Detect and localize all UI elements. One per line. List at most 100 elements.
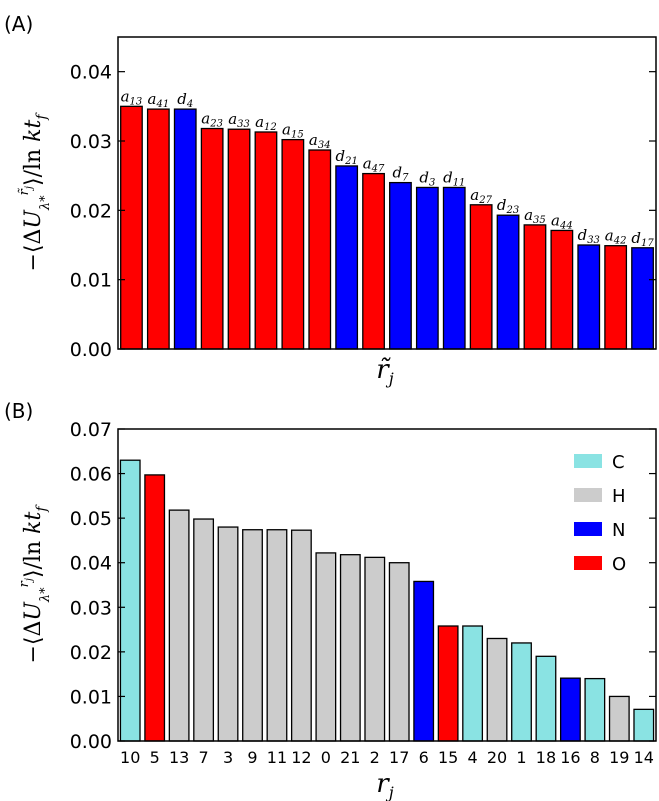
- panel-b-bar: [242, 529, 263, 742]
- panel-b-bar: [388, 562, 410, 742]
- panel-a-bar: [577, 244, 601, 350]
- panel-a-bar-label: d23: [497, 196, 519, 216]
- panel-b-y-tick-label: 0.05: [70, 508, 112, 530]
- panel-a-bar: [389, 181, 412, 350]
- panel-b-y-ticks: 0.00 0.01 0.02 0.03 0.04 0.05 0.06 0.07: [70, 419, 656, 753]
- panel-a-bar-label-subscript: 33: [587, 235, 600, 246]
- panel-a-bar-label-base: d: [497, 196, 507, 214]
- panel-a-bar-label: a23: [201, 110, 223, 130]
- panel-a-bar-label: a13: [121, 87, 143, 107]
- panel-b-chart: 0.000.010.020.030.040.050.060.07 10 5 13 7 3…: [17, 419, 657, 801]
- panel-a-bar-label: a33: [228, 110, 250, 130]
- panel-a-bar-label-subscript: 4: [186, 99, 193, 110]
- panel-a-bar-label: d21: [335, 147, 357, 167]
- panel-a-bar-label-subscript: 12: [264, 122, 277, 133]
- panel-a-bars: [120, 105, 654, 350]
- panel-a-bar-label: d33: [578, 226, 600, 246]
- panel-b-x-tick-label: 21: [340, 748, 360, 767]
- panel-b-y-tick-label: 0.02: [70, 642, 112, 664]
- panel-a-frame: [117, 36, 657, 350]
- panel-b-x-tick-label: 18: [536, 748, 556, 767]
- panel-b-bars: [119, 459, 655, 742]
- panel-b-y-tick-label: 0.06: [70, 464, 112, 486]
- panel-b-y-tick-label: 0.07: [70, 419, 112, 441]
- panel-a-bar: [335, 165, 359, 350]
- panel-a-bar-label-base: d: [631, 229, 641, 247]
- panel-a-bar: [281, 138, 305, 350]
- panel-a-bar-label-base: a: [605, 227, 614, 245]
- panel-a-bar: [496, 214, 520, 350]
- panel-a-bar-label: a44: [551, 211, 573, 231]
- panel-a-bar-label-base: a: [470, 186, 479, 204]
- panel-b-frame: [117, 428, 657, 742]
- panel-a-bar-label-base: a: [524, 206, 533, 224]
- panel-b-bar: [584, 677, 606, 742]
- panel-b-bar: [608, 695, 630, 742]
- panel-a-bar-label-subscript: 44: [559, 220, 573, 231]
- panel-a-bar-label-base: a: [121, 87, 130, 105]
- panel-a-bar-label-base: d: [578, 226, 588, 244]
- panel-a-y-axis-label: −⟨ΔUλ*r̃j⟩/ln ktf: [17, 112, 53, 272]
- panel-b-bar: [559, 677, 581, 742]
- panel-a-bar-label-subscript: 15: [291, 130, 304, 141]
- panel-b-y-tick-label: 0.03: [70, 597, 112, 619]
- panel-a-bar: [254, 131, 278, 350]
- panel-b-bar: [339, 554, 361, 742]
- panel-a-bar-label-subscript: 34: [318, 140, 331, 151]
- panel-a-bar: [631, 247, 654, 350]
- panel-b-x-tick-label: 9: [247, 748, 257, 767]
- panel-b-x-tick-label: 6: [419, 748, 429, 767]
- panel-a-bar: [200, 127, 224, 350]
- panel-a-y-tick-label: 0.00: [70, 339, 112, 361]
- panel-a-bar-label: d3: [419, 168, 435, 188]
- panel-a-bar-label-base: d: [392, 164, 402, 182]
- panel-b-bar: [462, 625, 484, 742]
- legend-swatch: [574, 522, 602, 536]
- panel-b-bar: [437, 625, 459, 742]
- panel-b-x-tick-label: 17: [389, 748, 409, 767]
- panel-b-y-axis-label: −⟨ΔUλ*rj⟩/ln ktf: [17, 504, 53, 664]
- panel-b-bar: [413, 580, 435, 742]
- panel-a-bar-label-base: a: [282, 121, 291, 139]
- panel-a-y-tick-label: 0.03: [70, 131, 112, 153]
- panel-a-bar-label-subscript: 35: [533, 215, 546, 226]
- panel-b-bar: [511, 642, 532, 742]
- panel-b-bar: [168, 509, 190, 742]
- panel-a-bar-label-subscript: 41: [155, 99, 169, 110]
- panel-a-bar-label: d7: [392, 164, 409, 184]
- panel-a-bar: [604, 245, 628, 350]
- panel-a-bar: [120, 105, 143, 350]
- panel-a-bar-label: a34: [309, 131, 331, 151]
- legend-swatch: [574, 488, 602, 502]
- panel-b-bar: [633, 708, 655, 742]
- panel-a-y-tick-label: 0.02: [70, 200, 112, 222]
- panel-a-bar-label-subscript: 27: [478, 195, 492, 206]
- panel-a-bar-label: a27: [470, 186, 492, 206]
- panel-b-x-tick-label: 7: [198, 748, 208, 767]
- panel-b-y-tick-label: 0.00: [70, 731, 112, 753]
- panel-a-bar-label: a41: [148, 90, 170, 110]
- panel-a-bar-label-base: d: [419, 168, 429, 186]
- panel-b-x-tick-label: 12: [291, 748, 311, 767]
- legend-label: O: [612, 554, 626, 575]
- panel-b-x-tick-label: 0: [321, 748, 331, 767]
- panel-a-bar-label-subscript: 3: [429, 177, 435, 188]
- panel-a-bar-label-base: a: [228, 110, 237, 128]
- panel-a-y-ticks: 0.00 0.01 0.02 0.03 0.04: [70, 62, 656, 361]
- panel-b-y-tick-label: 0.04: [70, 553, 112, 575]
- panel-a-bar: [308, 149, 332, 350]
- panel-a-x-axis-label: r̃j: [376, 355, 393, 388]
- panel-a-y-tick-label: 0.04: [70, 62, 112, 84]
- panel-a-bar-label: a15: [282, 121, 304, 141]
- legend-label: N: [612, 520, 625, 541]
- panel-a-bar-label: a12: [255, 113, 277, 133]
- legend-label: H: [612, 486, 626, 507]
- panel-a-bar-label: d4: [177, 90, 193, 110]
- panel-a-bar-label-subscript: 7: [402, 173, 409, 184]
- panel-a-bar: [415, 186, 439, 350]
- panel-b-x-tick-label: 2: [370, 748, 380, 767]
- panel-a-bar-label-subscript: 21: [344, 156, 358, 167]
- panel-b-label: (B): [4, 399, 33, 423]
